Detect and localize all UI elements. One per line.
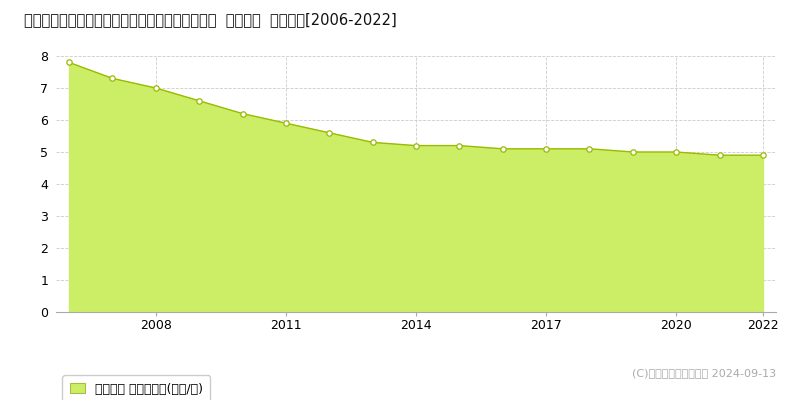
Point (583, 146, 596, 152)
Point (496, 146, 509, 152)
Point (410, 142, 422, 149)
Text: (C)土地価格ドットコム 2024-09-13: (C)土地価格ドットコム 2024-09-13 (632, 368, 776, 378)
Point (323, 130, 336, 136)
Point (540, 146, 553, 152)
Point (366, 139, 379, 146)
Point (757, 152, 770, 158)
Point (626, 149, 639, 155)
Point (279, 120, 292, 126)
Text: 宮城県登米市石越町南郷字小谷地前１１９番５外  地価公示  地価推移[2006-2022]: 宮城県登米市石越町南郷字小谷地前１１９番５外 地価公示 地価推移[2006-20… (24, 12, 397, 27)
Legend: 地価公示 平均坪単価(万円/坪): 地価公示 平均坪単価(万円/坪) (62, 375, 210, 400)
Point (236, 110, 249, 117)
Point (62, 59, 75, 66)
Point (670, 149, 682, 155)
Point (453, 142, 466, 149)
Point (193, 98, 206, 104)
Point (714, 152, 726, 158)
Point (106, 75, 118, 82)
Point (150, 85, 162, 91)
